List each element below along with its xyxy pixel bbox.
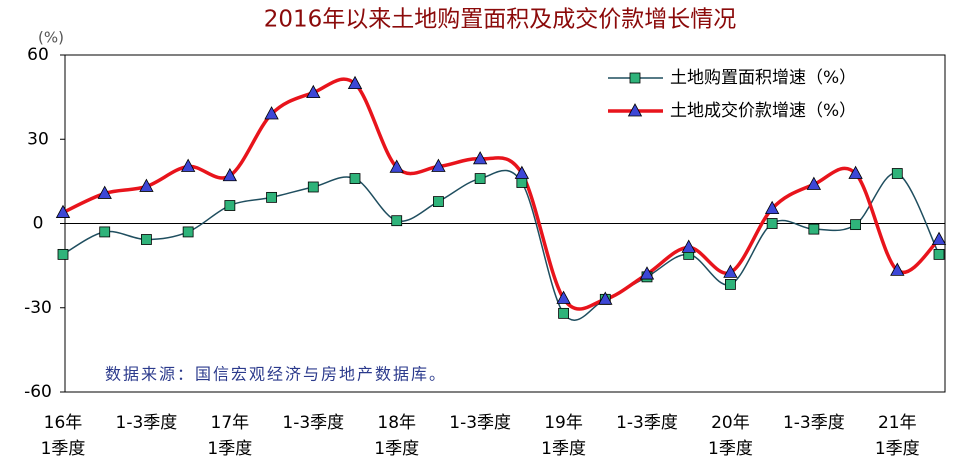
marker [598, 291, 613, 305]
marker [474, 173, 486, 184]
marker [391, 215, 403, 227]
x-tick-label: 1-3季度 [782, 413, 845, 433]
marker [431, 158, 446, 172]
marker [57, 248, 69, 260]
marker [629, 72, 641, 84]
x-tick-label: 1-3季度 [282, 413, 345, 433]
y-tick-label: 30 [27, 129, 49, 149]
marker [472, 151, 488, 165]
y-tick-label: 60 [27, 45, 49, 65]
marker [306, 84, 321, 99]
marker [516, 177, 528, 188]
marker [222, 167, 238, 182]
y-axis-label: (%) [38, 29, 64, 47]
y-tick-label: 0 [33, 214, 44, 234]
series-line [62, 77, 941, 311]
marker [266, 191, 277, 203]
annotation: 数据来源：国信宏观经济与房地产数据库。 [105, 365, 447, 384]
x-tick-label: 20年 1季度 [708, 413, 753, 459]
marker [224, 200, 236, 211]
marker [808, 223, 820, 235]
marker [141, 234, 152, 245]
chart-title: 2016年以来土地购置面积及成交价款增长情况 [264, 7, 737, 33]
marker [725, 279, 736, 290]
marker [389, 159, 404, 173]
marker [349, 173, 361, 184]
marker [639, 266, 655, 280]
x-tick-label: 1-3季度 [616, 413, 678, 433]
x-tick-label: 1-3季度 [115, 413, 178, 433]
x-tick-label: 17年 1季度 [207, 413, 253, 459]
marker [433, 196, 444, 207]
marker [723, 264, 738, 278]
legend-label: 土地成交价款增速（%） [670, 101, 856, 121]
marker [806, 176, 822, 190]
marker [264, 106, 279, 120]
marker [850, 219, 861, 231]
marker [890, 262, 905, 276]
marker [55, 204, 71, 218]
x-tick-label: 18年 1季度 [374, 413, 420, 459]
marker [933, 248, 945, 260]
marker [307, 181, 319, 193]
marker [556, 290, 571, 304]
marker [347, 75, 363, 90]
y-tick-label: -30 [24, 298, 52, 318]
y-tick-label: -60 [24, 382, 52, 402]
marker [558, 307, 569, 319]
marker [97, 185, 112, 199]
marker [514, 165, 530, 179]
marker [139, 178, 154, 192]
marker [891, 168, 903, 179]
x-tick-label: 19年 1季度 [541, 413, 586, 459]
marker [764, 200, 780, 215]
legend-label: 土地购置面积增速（%） [670, 68, 856, 88]
marker [627, 103, 643, 117]
marker [182, 226, 194, 238]
marker [99, 226, 111, 238]
marker [848, 165, 863, 179]
marker [180, 158, 196, 172]
series-line [62, 169, 940, 321]
marker [681, 239, 696, 253]
x-tick-label: 16年 1季度 [40, 413, 86, 459]
x-tick-label: 1-3季度 [449, 413, 512, 433]
marker [766, 218, 778, 229]
x-tick-label: 21年 1季度 [874, 413, 920, 459]
marker [931, 231, 947, 245]
